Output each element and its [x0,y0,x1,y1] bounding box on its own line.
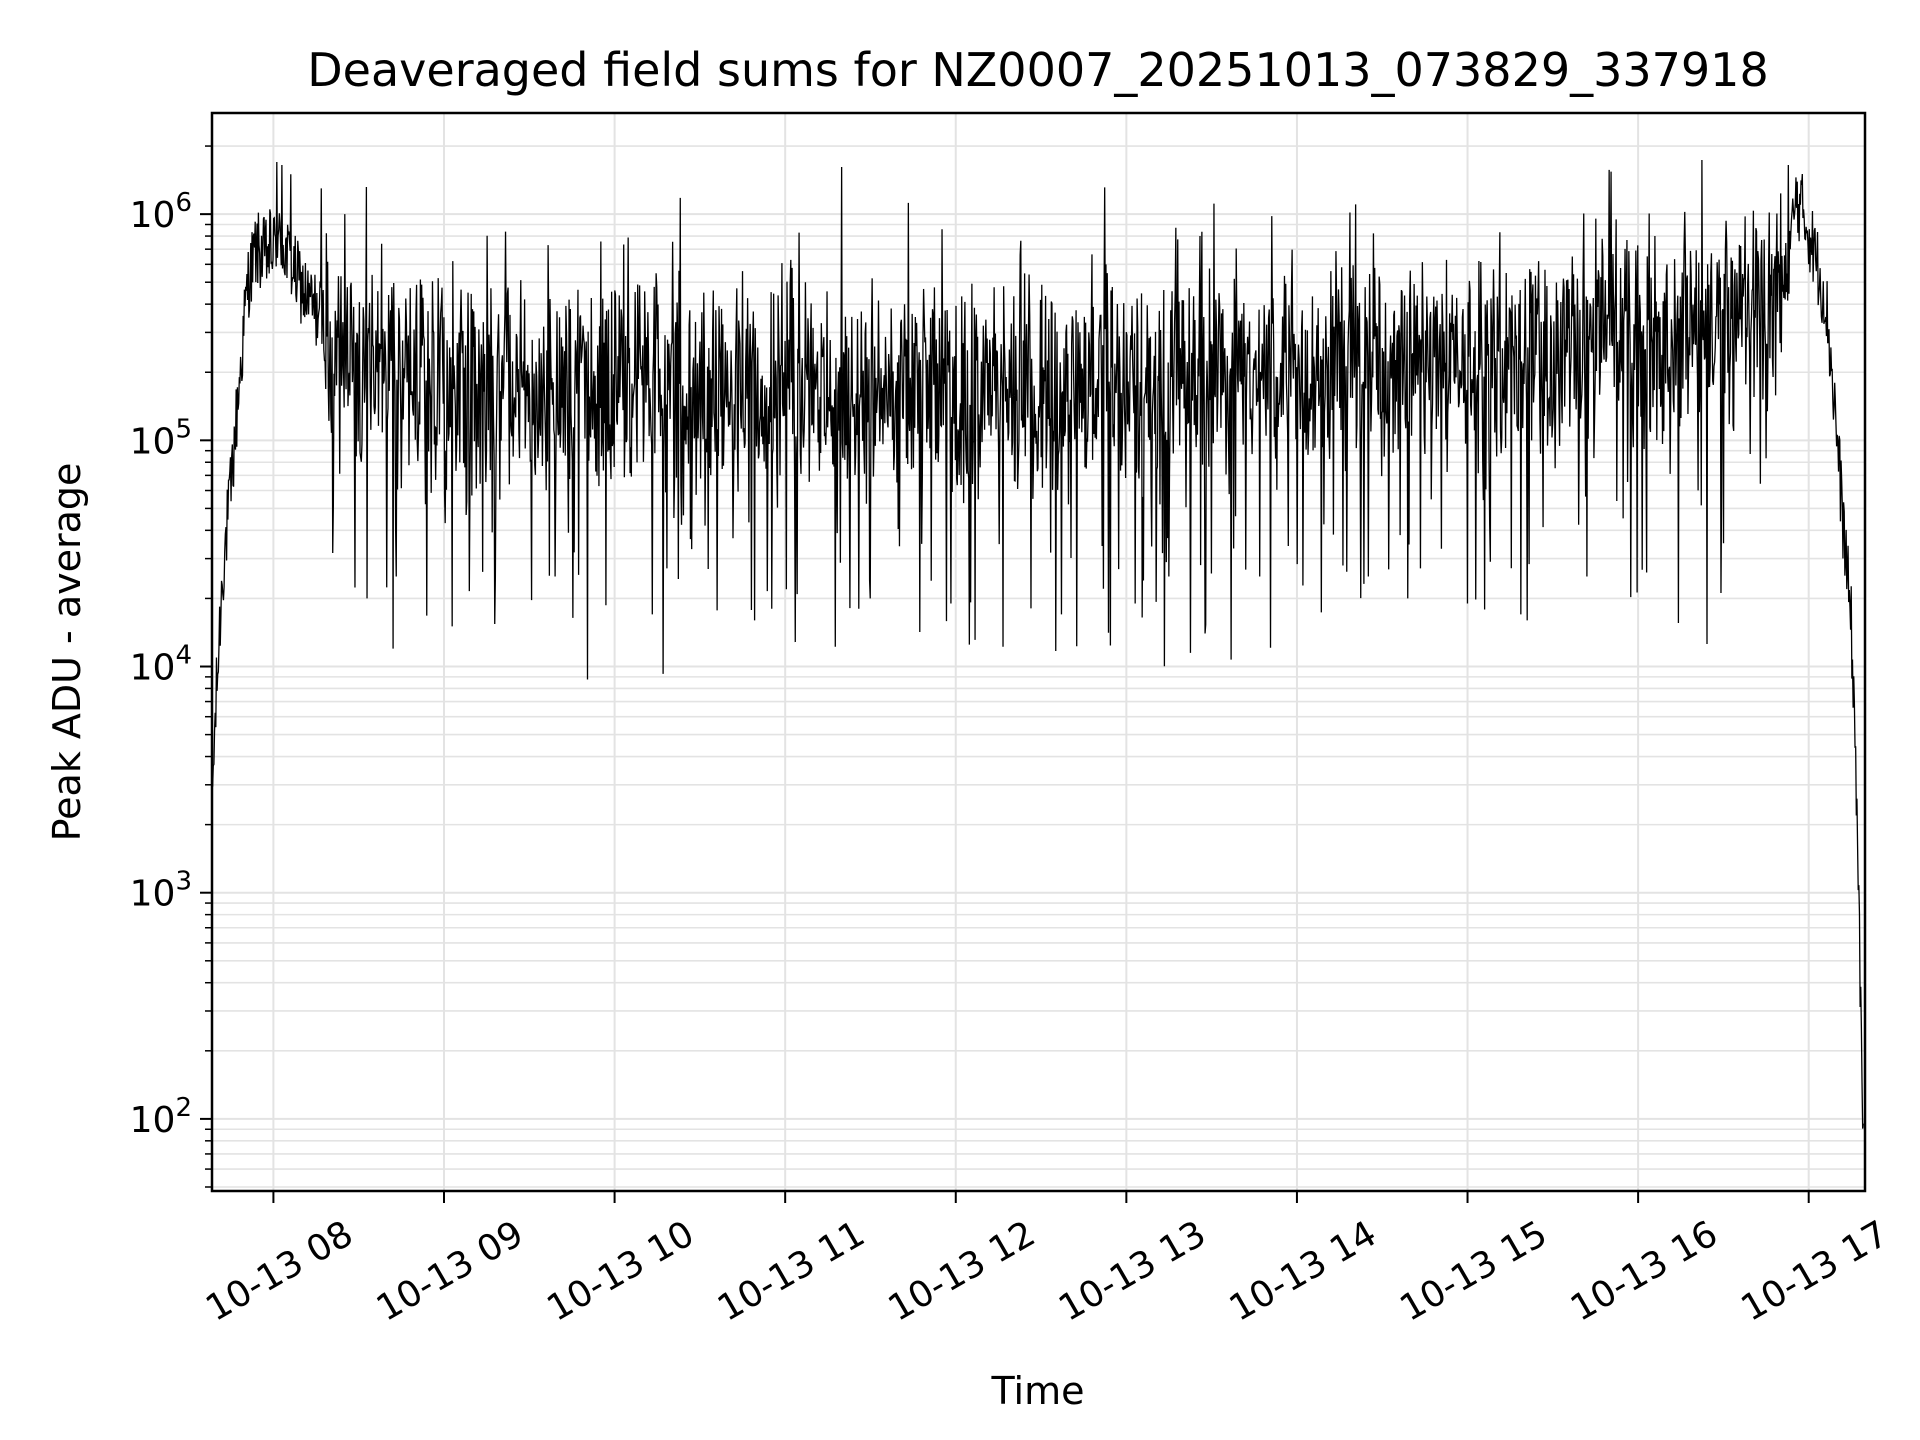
y-tick-label: 106 [130,188,192,236]
y-tick-label: 105 [130,414,192,462]
y-tick-label: 104 [130,641,192,689]
line-layer [211,160,1864,1129]
x-axis-label: Time [991,1369,1085,1413]
y-tick-label: 103 [130,867,192,915]
chart-title: Deaveraged field sums for NZ0007_2025101… [307,43,1768,97]
y-axis-label: Peak ADU - average [45,463,89,842]
y-axis: 102 103 104 105 106 [130,145,212,1188]
y-tick-label: 102 [130,1093,192,1141]
series-line [211,160,1864,1129]
grid-layer [212,113,1865,1191]
plot-frame [210,111,1867,1193]
